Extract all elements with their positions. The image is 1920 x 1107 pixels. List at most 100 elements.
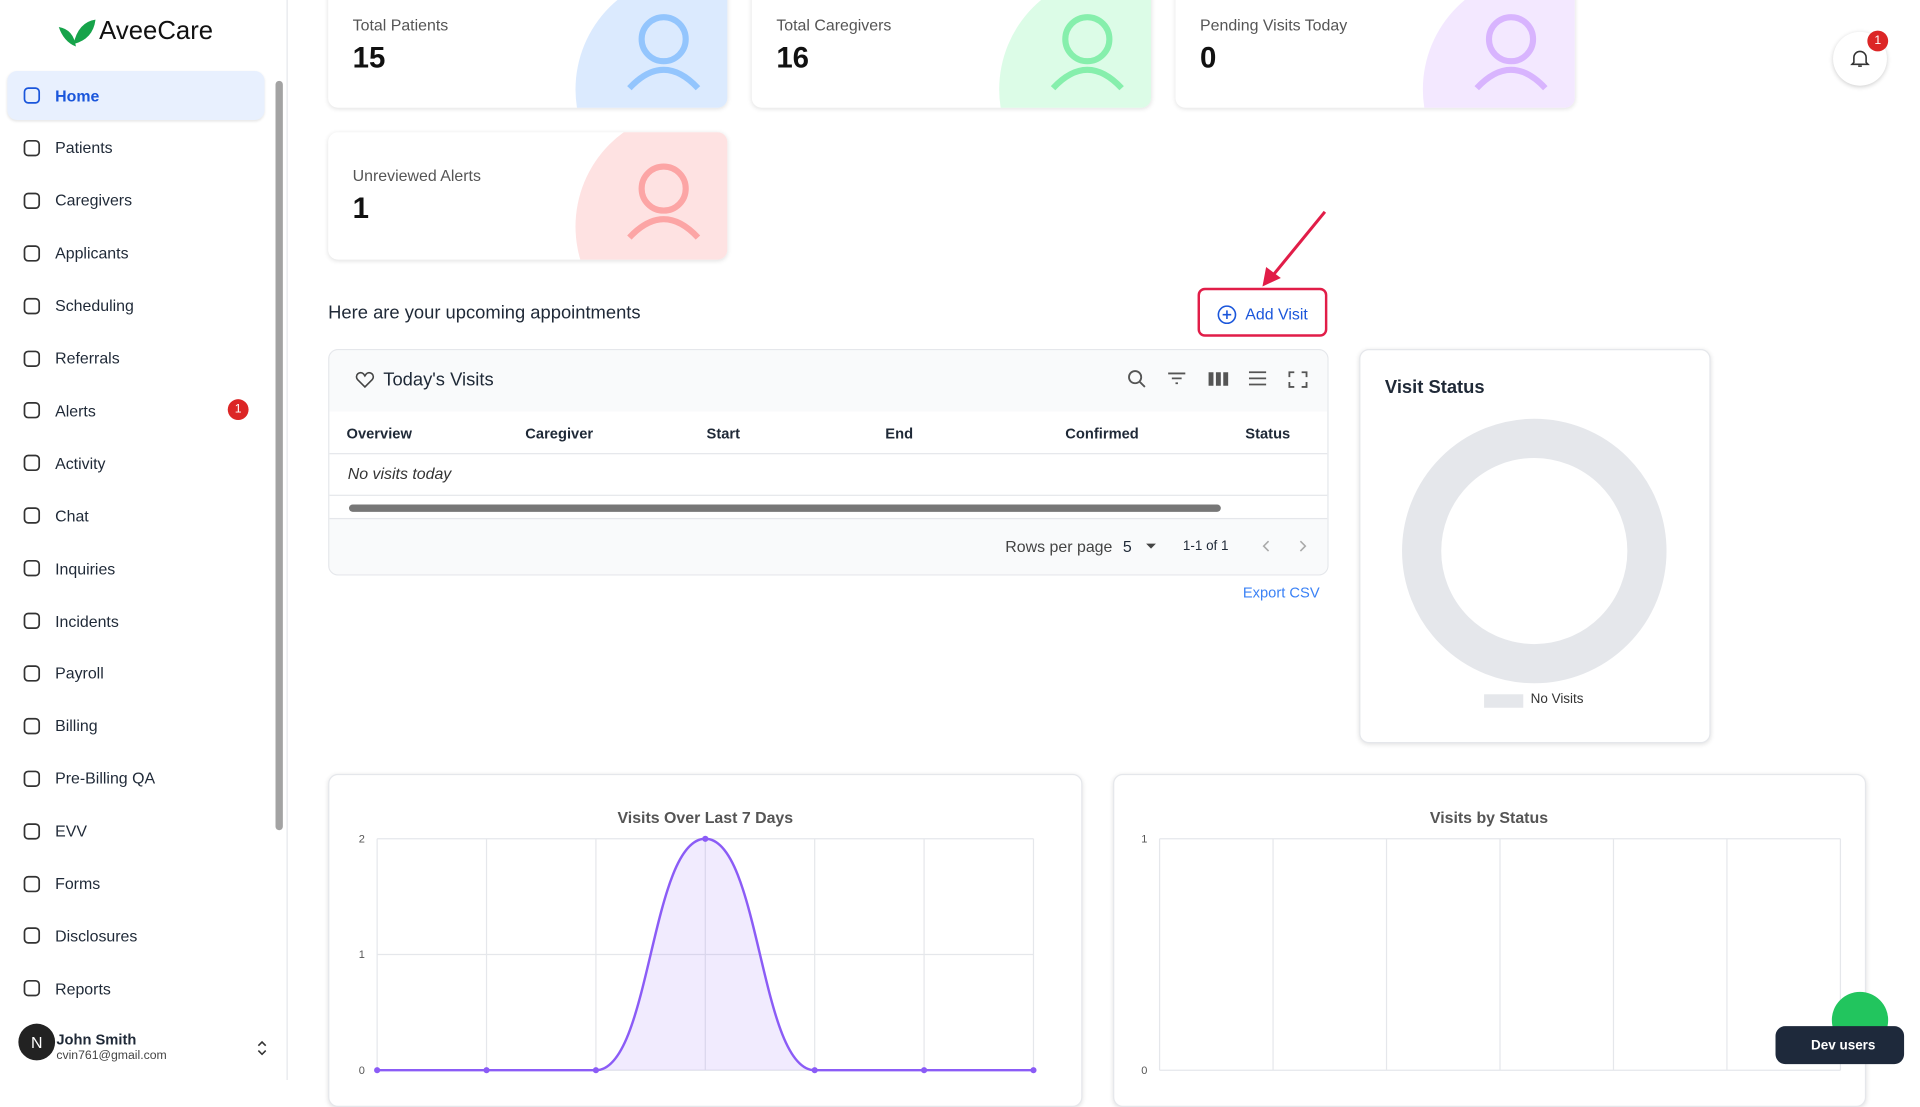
dev-users[interactable]: Dev users [1775, 1026, 1905, 1065]
nav-label: Incidents [55, 611, 119, 631]
nav-icon [23, 507, 41, 524]
nav-item[interactable]: Referrals [7, 334, 264, 383]
user-name: John Smith [56, 1031, 137, 1049]
nav-icon [23, 980, 41, 997]
stat-value: 0 [1200, 41, 1217, 75]
stat-icon [627, 14, 701, 91]
brand: AveeCare [99, 17, 214, 46]
nav-item[interactable]: Incidents [7, 596, 264, 645]
nav-label: Chat [55, 506, 89, 525]
nav-item[interactable]: Inquiries [7, 544, 264, 593]
nav-item[interactable]: Alerts 1 [7, 386, 264, 435]
nav-icon [23, 822, 41, 840]
notification-badge: 1 [1867, 30, 1889, 52]
nav-badge: 1 [227, 399, 249, 421]
app: AveeCare Home Patients Caregivers Applicant… [7, 0, 1905, 1107]
nav-label: Billing [55, 716, 98, 736]
nav-icon [23, 875, 41, 892]
table-title: Today's Visits [383, 369, 494, 391]
page: AveeCare Home Patients Caregivers Applicant… [7, 0, 1905, 1107]
nav-item[interactable]: Pre-Billing QA [7, 754, 264, 803]
stat-label: Pending Visits Today [1200, 15, 1348, 35]
nav-item[interactable]: Payroll [7, 649, 264, 698]
nav-label: Forms [55, 874, 101, 893]
point [921, 1067, 928, 1074]
nav-label: Referrals [55, 348, 120, 368]
nav-item[interactable]: Activity [7, 439, 264, 488]
header-divider [329, 453, 1328, 455]
add-visit-button[interactable]: Add Visit [1197, 287, 1328, 337]
dev-users-label: Dev users [1811, 1038, 1876, 1054]
point [1030, 1067, 1037, 1074]
rows-select[interactable]: 5 [1122, 537, 1132, 556]
stat-card: Total Patients 15 [328, 0, 728, 108]
column-header[interactable]: Caregiver [525, 424, 594, 443]
stat-label: Total Patients [352, 15, 449, 35]
nav-item[interactable]: EVV [7, 806, 264, 855]
nav-label: Home [55, 86, 100, 105]
heading: Here are your upcoming appointments [328, 302, 641, 324]
nav-item[interactable]: Scheduling [7, 281, 264, 330]
column-header[interactable]: Overview [346, 424, 412, 443]
nav-item[interactable]: Billing [7, 701, 264, 750]
add-visit-label: Add Visit [1245, 304, 1308, 324]
nav-icon [23, 560, 41, 577]
nav-icon [23, 192, 41, 209]
bell-icon [1850, 50, 1870, 67]
nav-icon [23, 139, 41, 157]
avatar[interactable]: N [18, 1023, 56, 1061]
chart: Visits by Status 0 1 [1141, 810, 1842, 1077]
nav-label: Pre-Billing QA [55, 769, 156, 788]
visit-status-card: Visit Status No Visits [1359, 348, 1711, 744]
nav-item[interactable]: Caregivers [7, 176, 264, 225]
nav-item[interactable]: Reports [7, 964, 264, 1013]
stat-value: 1 [352, 192, 370, 226]
scrollbar [275, 80, 283, 831]
pager[interactable] [1260, 539, 1309, 554]
user-toggle[interactable] [255, 1040, 270, 1057]
stat-card: Pending Visits Today 0 [1175, 0, 1575, 108]
column-header[interactable]: End [885, 424, 914, 443]
stat-card: Total Caregivers 16 [751, 0, 1152, 108]
nav-label: Payroll [55, 664, 104, 683]
point [702, 835, 709, 842]
stat-label: Total Caregivers [776, 15, 892, 35]
nav-icon [23, 612, 41, 630]
chart: Visits Over Last 7 Days 0 1 2 [359, 810, 1037, 1077]
table-footer [329, 517, 1328, 575]
nav-item[interactable]: Home [7, 71, 265, 121]
column-header[interactable]: Confirmed [1065, 424, 1139, 443]
rows-label: Rows per page [1005, 537, 1113, 556]
column-header[interactable]: Start [706, 424, 741, 443]
donut [1402, 418, 1667, 708]
donut-legend: No Visits [1530, 691, 1584, 707]
point [483, 1067, 490, 1074]
nav-label: Disclosures [55, 926, 138, 946]
stat-value: 16 [776, 41, 810, 75]
nav-label: Scheduling [55, 296, 134, 315]
export-csv[interactable]: Export CSV [1242, 584, 1320, 602]
logo-icon [58, 19, 96, 47]
row-divider [329, 494, 1328, 496]
visits-table: Today's Visits No visits today Rows per … [328, 348, 1329, 576]
nav-item[interactable]: Chat [7, 491, 264, 540]
nav-icon [23, 297, 41, 314]
nav-icon [23, 402, 41, 419]
nav-item[interactable]: Applicants [7, 229, 264, 278]
heart-icon [355, 371, 375, 389]
stat-icon [1474, 14, 1548, 91]
nav-item[interactable]: Disclosures [7, 911, 264, 960]
y-tick-label: 2 [359, 833, 365, 845]
nav-item[interactable]: Forms [7, 859, 264, 908]
nav-icon [23, 927, 41, 945]
stat-icon [627, 163, 701, 240]
nav-icon [23, 455, 41, 472]
nav-item[interactable]: Patients [7, 124, 264, 173]
table-tools[interactable] [1125, 367, 1309, 391]
visit-status-title: Visit Status [1384, 377, 1485, 398]
column-header[interactable]: Status [1245, 424, 1291, 443]
rows-caret [1146, 543, 1156, 549]
chart-title: Visits Over Last 7 Days [617, 810, 793, 827]
nav-label: Patients [55, 138, 113, 158]
y-tick-label: 1 [359, 949, 365, 961]
